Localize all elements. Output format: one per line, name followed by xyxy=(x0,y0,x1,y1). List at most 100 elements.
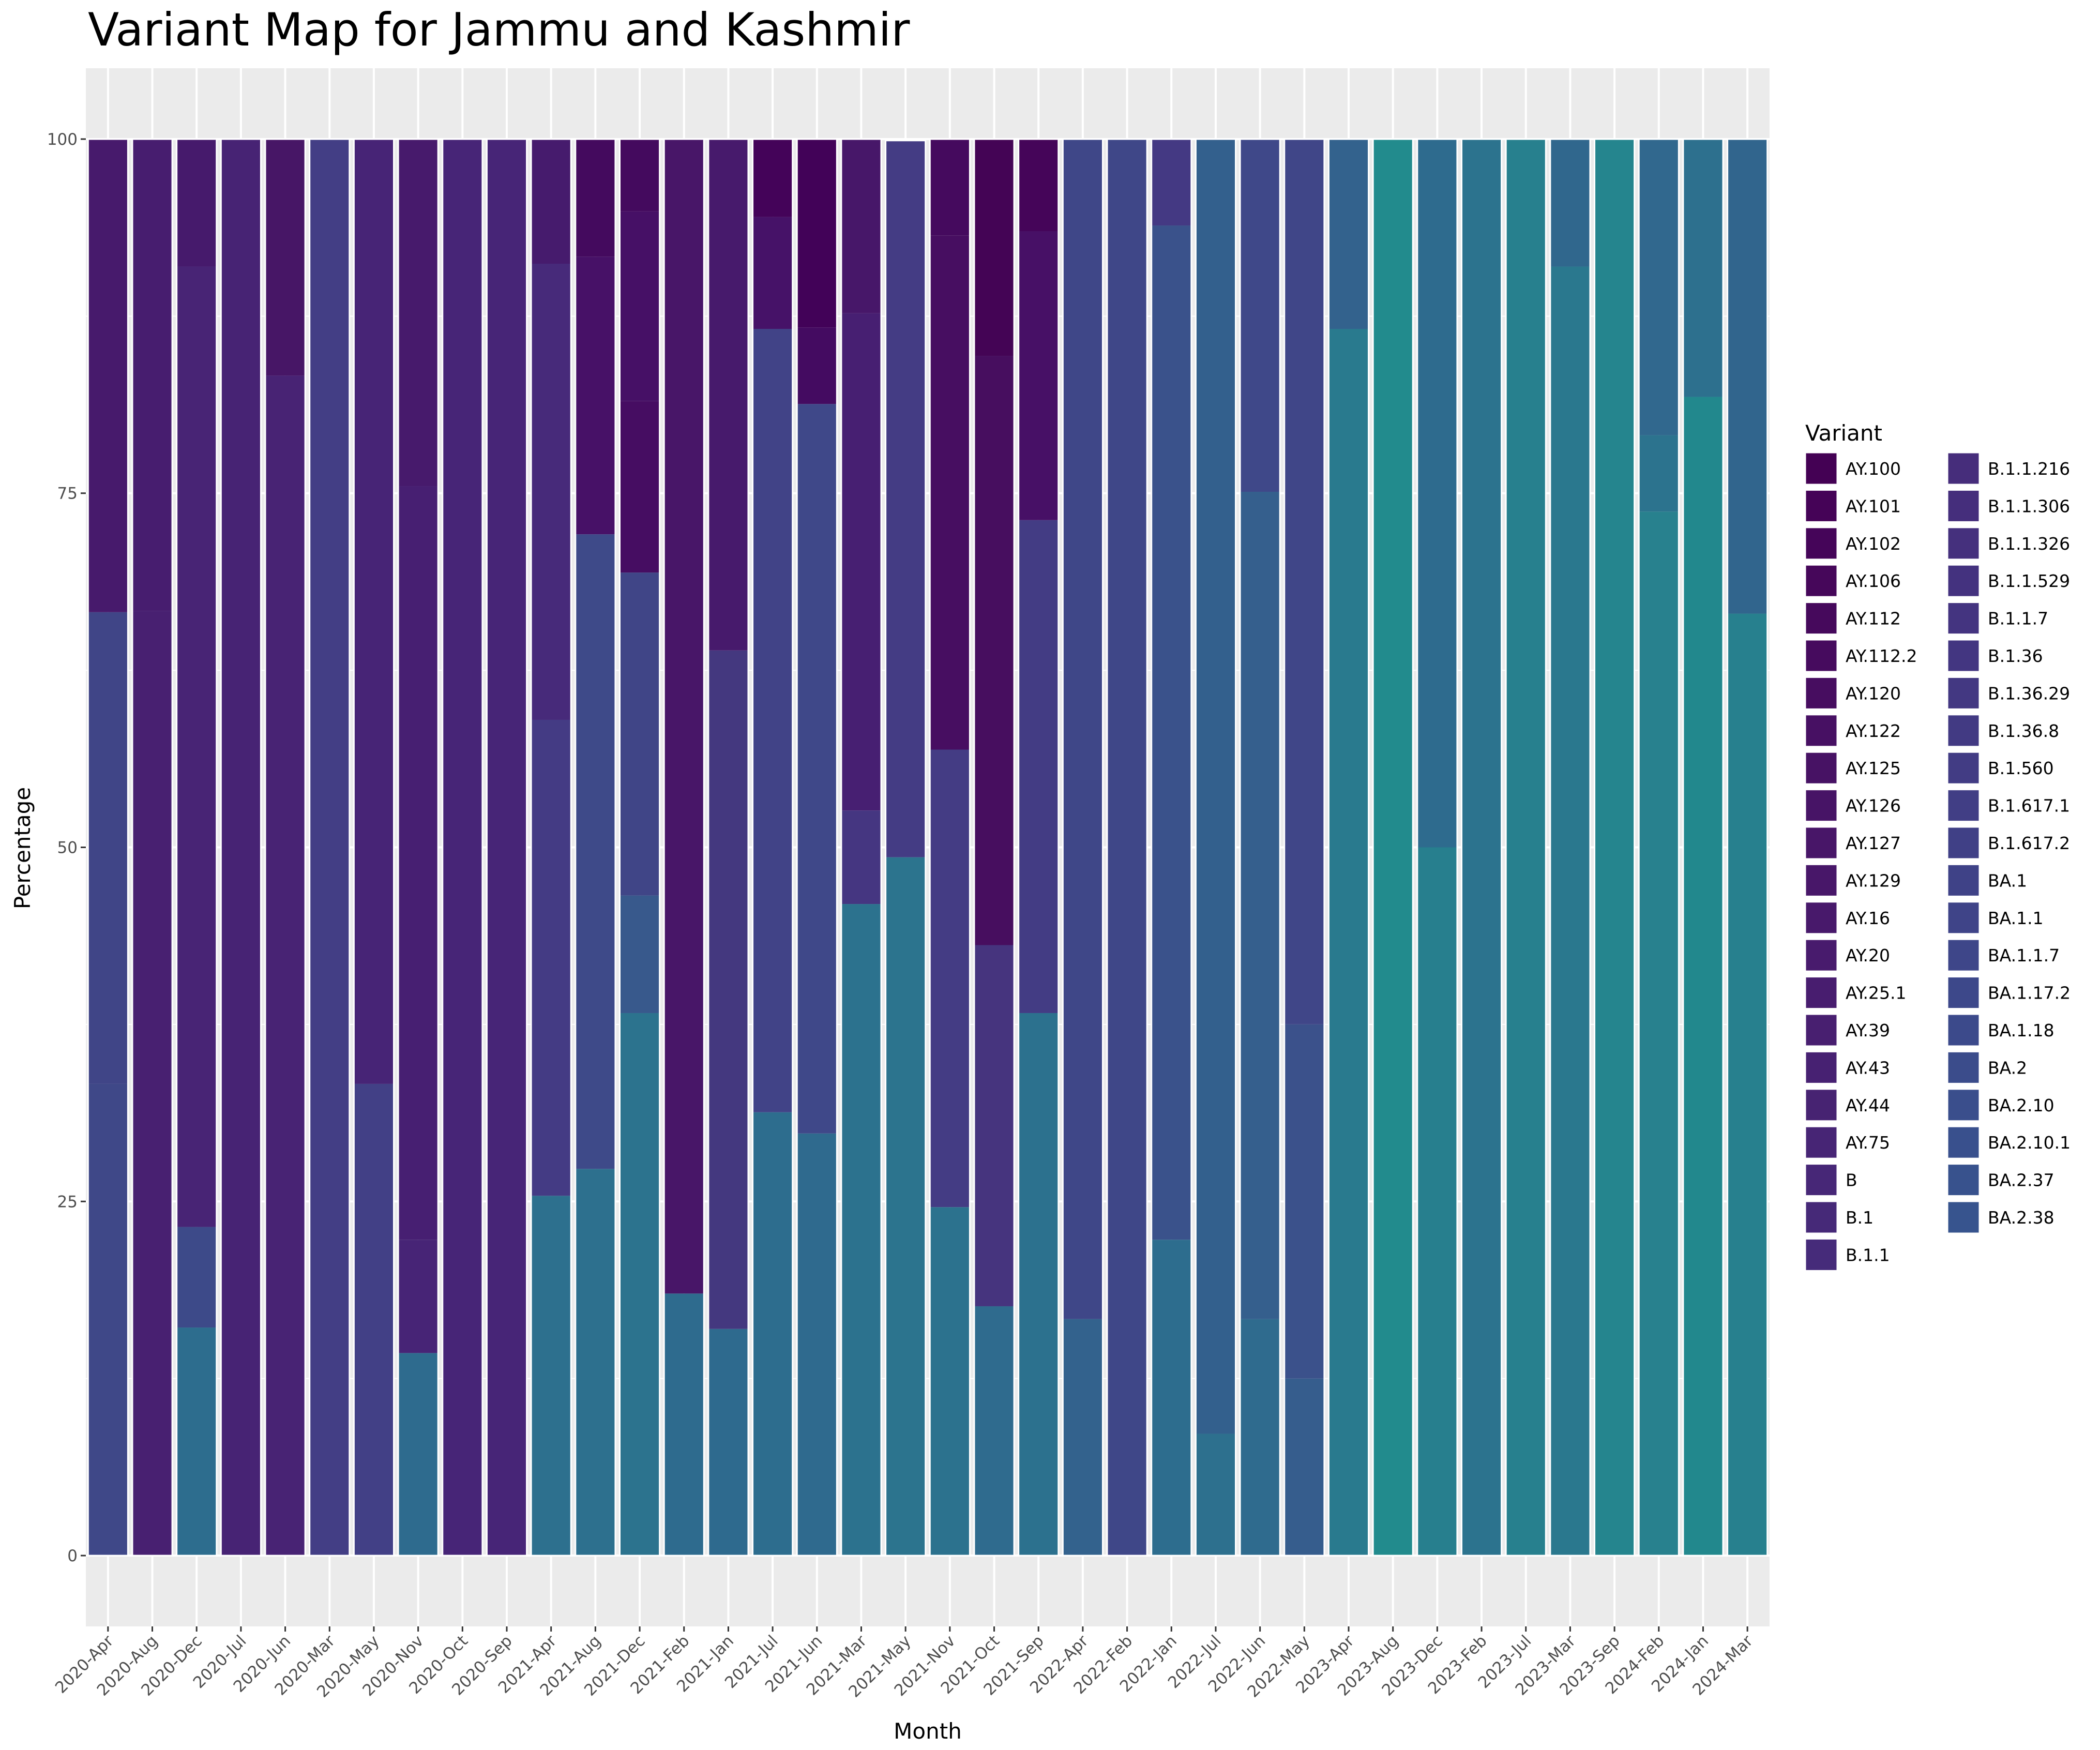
bar-segment xyxy=(1639,139,1679,435)
legend-label: B.1.1.529 xyxy=(1988,571,2070,591)
bar-segment xyxy=(752,139,793,217)
y-axis-label: Percentage xyxy=(10,787,35,909)
bar-segment xyxy=(930,1207,970,1556)
bar-outline xyxy=(1151,138,1192,1557)
bar-segment xyxy=(974,1306,1015,1556)
bar-segment xyxy=(708,139,748,651)
legend-label: AY.125 xyxy=(1846,758,1901,778)
legend-label: AY.44 xyxy=(1846,1095,1890,1115)
bar-outline xyxy=(442,138,484,1557)
legend-label: BA.1.1.7 xyxy=(1988,945,2060,965)
bar-outline xyxy=(1682,138,1724,1557)
legend-key xyxy=(1804,751,1838,785)
legend-key xyxy=(1946,1200,1981,1234)
bar-segment xyxy=(797,327,837,404)
bar-segment xyxy=(930,749,970,1208)
legend-label: AY.75 xyxy=(1846,1133,1890,1153)
bar-segment xyxy=(1151,225,1191,1240)
bar-segment xyxy=(1240,139,1280,492)
bar-segment xyxy=(88,1083,128,1556)
bar-segment xyxy=(752,217,793,329)
bar-segment xyxy=(1196,1434,1236,1556)
bar-outline xyxy=(1416,138,1458,1557)
bar-outline xyxy=(885,140,927,1557)
bar-segment xyxy=(974,139,1015,356)
legend-label: BA.2 xyxy=(1988,1058,2027,1078)
legend-label: BA.2.38 xyxy=(1988,1208,2054,1228)
bar-segment xyxy=(664,1293,704,1556)
bar-segment xyxy=(974,356,1015,945)
legend-label: B.1.36.29 xyxy=(1988,683,2070,703)
legend-label: BA.2.10.1 xyxy=(1988,1133,2071,1153)
bar-outline xyxy=(486,138,528,1557)
legend-label: AY.101 xyxy=(1846,496,1901,516)
legend-key xyxy=(1946,1013,1981,1047)
bar-outline xyxy=(796,138,838,1557)
legend-key xyxy=(1804,639,1838,673)
bar-outline xyxy=(1505,138,1547,1557)
bar-outline xyxy=(973,138,1015,1557)
y-tick-label: 50 xyxy=(57,839,78,857)
legend-key xyxy=(1804,1013,1838,1047)
legend-key xyxy=(1804,901,1838,935)
legend-label: AY.25.1 xyxy=(1846,983,1906,1003)
bar-outline xyxy=(353,138,395,1557)
bar-outline xyxy=(1283,138,1325,1557)
legend-label: AY.122 xyxy=(1846,721,1901,741)
bar-segment xyxy=(575,1169,615,1556)
bar-segment xyxy=(531,1196,571,1556)
legend-label: BA.1.18 xyxy=(1988,1020,2054,1040)
bar-outline xyxy=(1549,138,1591,1557)
legend-key xyxy=(1946,601,1981,636)
legend-label: BA.1.1 xyxy=(1988,908,2044,928)
y-tick-label: 25 xyxy=(57,1193,78,1211)
legend-label: B.1.1.7 xyxy=(1988,609,2048,629)
legend-key xyxy=(1804,451,1838,486)
chart-title: Variant Map for Jammu and Kashmir xyxy=(88,3,910,56)
bar-segment xyxy=(1240,1319,1280,1556)
bar-outline xyxy=(220,138,262,1557)
bar-segment xyxy=(885,140,926,857)
bar-segment xyxy=(575,139,615,257)
bar-segment xyxy=(620,572,660,896)
bar-segment xyxy=(1284,139,1324,1024)
legend-label: AY.102 xyxy=(1846,534,1901,554)
legend-key xyxy=(1946,714,1981,748)
bar-segment xyxy=(620,139,660,212)
legend-key xyxy=(1804,826,1838,860)
bar-outline xyxy=(575,138,616,1557)
bar-segment xyxy=(1417,139,1457,848)
bar-segment xyxy=(176,266,217,1227)
legend-label: B.1.617.1 xyxy=(1988,796,2070,816)
bar-segment xyxy=(1018,231,1059,520)
legend-key xyxy=(1804,789,1838,823)
bar-segment xyxy=(398,1240,439,1353)
legend-key xyxy=(1946,676,1981,710)
bar-outline xyxy=(663,138,705,1557)
legend-label: B.1.560 xyxy=(1988,758,2054,778)
bar-segment xyxy=(1417,847,1457,1556)
bar-segment xyxy=(841,810,882,904)
legend-key xyxy=(1804,1163,1838,1197)
bar-segment xyxy=(1727,139,1767,614)
legend-label: B.1.1.306 xyxy=(1988,496,2070,516)
bar-segment xyxy=(1683,139,1724,397)
bar-segment xyxy=(930,235,970,750)
bar-outline xyxy=(309,138,351,1557)
bar-segment xyxy=(309,139,350,1556)
bar-segment xyxy=(354,139,394,1084)
bar-outline xyxy=(1239,138,1281,1557)
bar-segment xyxy=(1284,1024,1324,1379)
bar-segment xyxy=(797,139,837,328)
legend-label: AY.20 xyxy=(1846,945,1890,965)
bar-segment xyxy=(88,612,128,1084)
bar-segment xyxy=(132,139,173,611)
bar-segment xyxy=(1639,435,1679,512)
bar-segment xyxy=(265,375,306,1556)
bar-segment xyxy=(708,1329,748,1556)
bar-segment xyxy=(620,211,660,401)
legend-label: AY.112.2 xyxy=(1846,646,1917,666)
bar-outline xyxy=(1727,138,1769,1557)
bar-segment xyxy=(797,404,837,1134)
legend-key xyxy=(1946,639,1981,673)
